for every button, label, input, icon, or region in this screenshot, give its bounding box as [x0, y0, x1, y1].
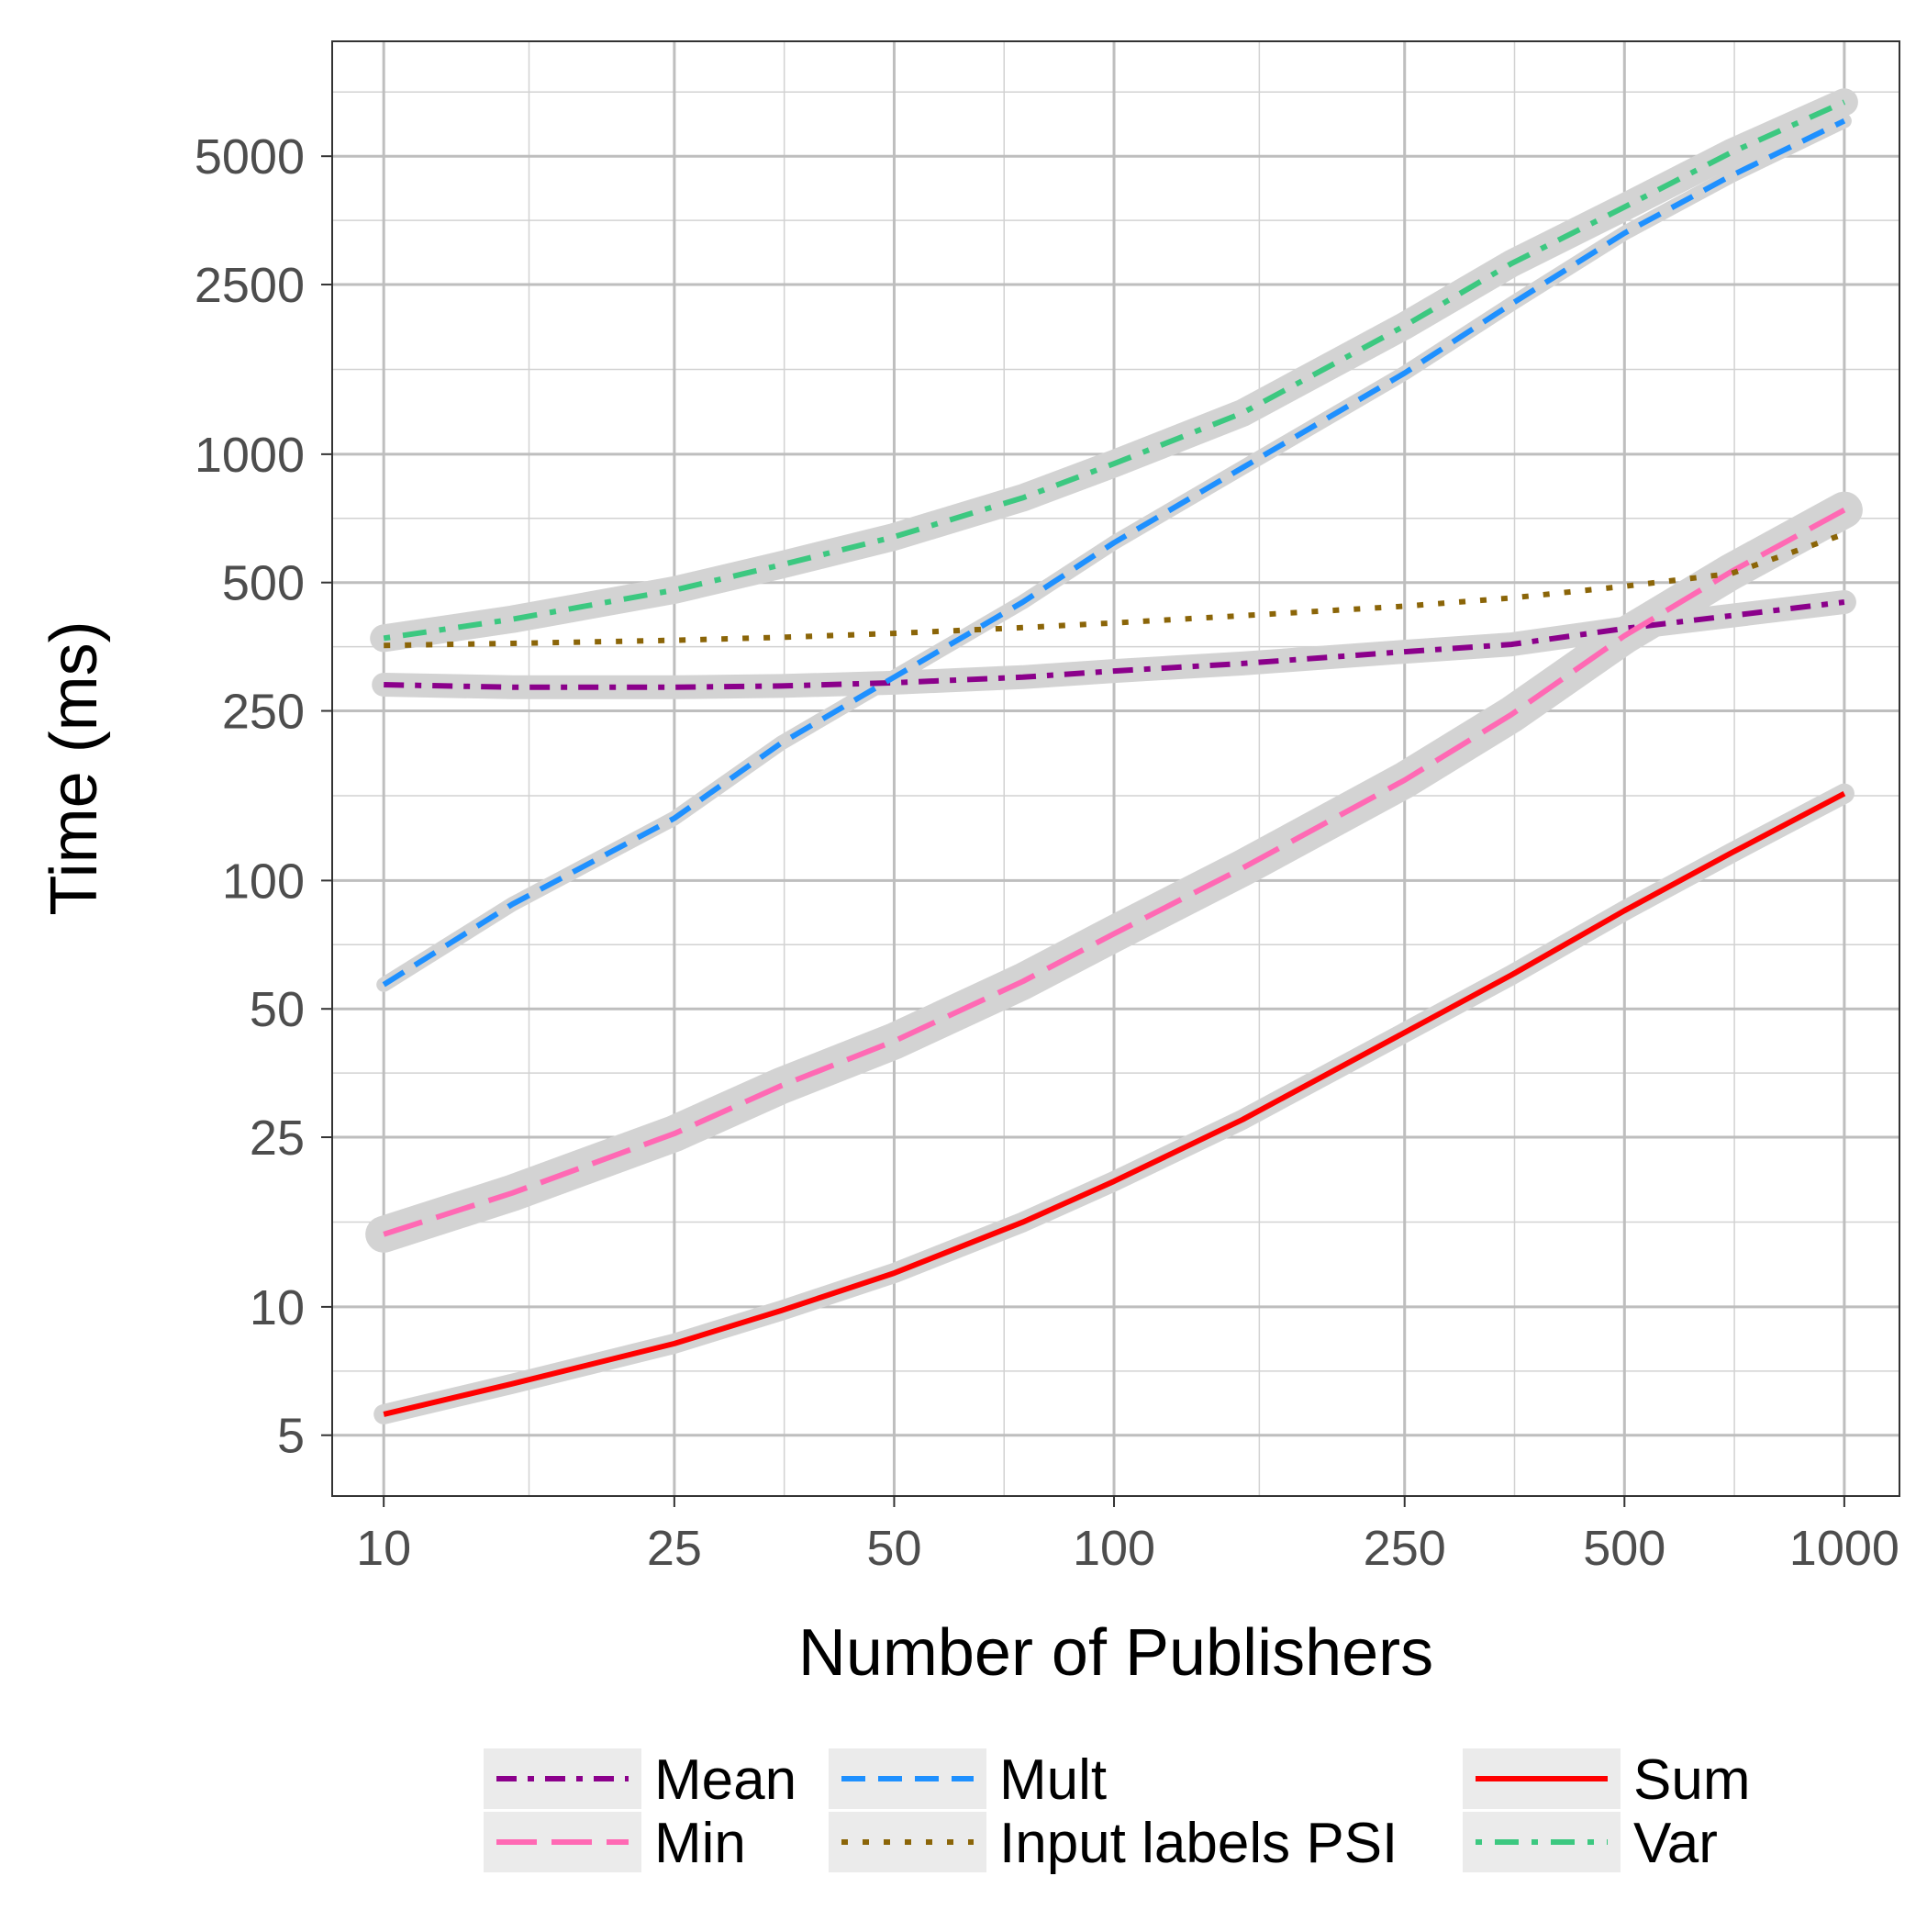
legend-label-var: Var — [1633, 1812, 1718, 1875]
line-mean — [384, 599, 1845, 690]
x-tick-label: 25 — [647, 1521, 702, 1576]
x-axis-title: Number of Publishers — [798, 1616, 1433, 1690]
line-var — [383, 99, 1846, 642]
y-tick-label: 250 — [222, 685, 305, 740]
y-tick-label: 5000 — [195, 129, 305, 184]
y-tick-label: 50 — [250, 982, 305, 1037]
line-mult — [382, 117, 1846, 988]
x-tick-label: 250 — [1364, 1521, 1446, 1576]
y-tick-label: 100 — [222, 854, 305, 909]
line-min — [383, 507, 1846, 1237]
legend-label-input-labels-psi: Input labels PSI — [999, 1812, 1398, 1875]
x-tick-label: 100 — [1073, 1521, 1155, 1576]
x-axis: 10 25 50 100 250 500 1000 — [356, 1496, 1899, 1576]
y-tick-label: 2500 — [195, 258, 305, 313]
grid — [332, 41, 1899, 1496]
x-tick-label: 500 — [1583, 1521, 1665, 1576]
y-tick-label: 5 — [277, 1409, 305, 1464]
y-tick-label: 500 — [222, 556, 305, 611]
y-axis: 5 10 25 50 100 250 500 1000 2500 5000 — [195, 129, 332, 1464]
series-lines — [382, 99, 1846, 1417]
x-tick-label: 50 — [866, 1521, 921, 1576]
line-sum — [383, 790, 1846, 1417]
legend-label-mult: Mult — [999, 1748, 1107, 1812]
y-tick-label: 10 — [250, 1280, 305, 1335]
legend-label-min: Min — [654, 1812, 746, 1875]
x-tick-label: 1000 — [1789, 1521, 1899, 1576]
y-tick-label: 25 — [250, 1111, 305, 1166]
x-tick-label: 10 — [356, 1521, 411, 1576]
legend-label-mean: Mean — [654, 1748, 796, 1812]
plot-frame — [331, 40, 1900, 1497]
legend-key-bg — [1463, 1812, 1621, 1872]
y-tick-label: 1000 — [195, 428, 305, 483]
legend-label-sum: Sum — [1633, 1748, 1750, 1812]
y-axis-title: Time (ms) — [38, 620, 111, 915]
